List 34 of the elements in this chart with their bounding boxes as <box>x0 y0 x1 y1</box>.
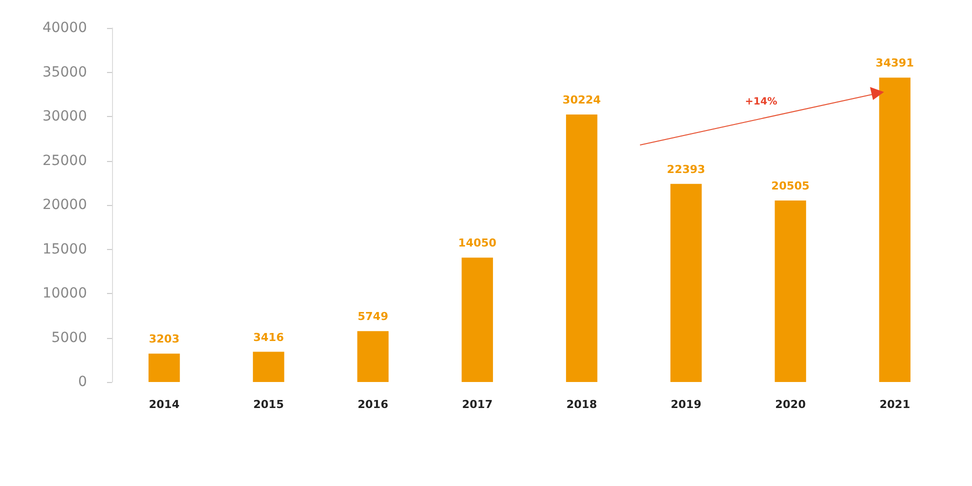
x-tick-label: 2021 <box>880 398 910 411</box>
data-label: 14050 <box>458 236 497 250</box>
y-tick-label: 30000 <box>42 108 87 124</box>
y-tick-label: 25000 <box>42 152 87 169</box>
y-tick-label: 35000 <box>42 64 87 80</box>
bar <box>252 352 284 382</box>
x-tick-label: 2017 <box>462 398 493 411</box>
y-tick-label: 20000 <box>42 197 87 213</box>
x-tick-label: 2018 <box>566 398 597 411</box>
x-tick-label: 2014 <box>148 398 180 411</box>
bar <box>774 200 806 382</box>
x-tick-label: 2020 <box>775 398 806 411</box>
data-label: 20505 <box>771 180 810 193</box>
y-tick-label: 15000 <box>42 241 87 258</box>
x-tick-label: 2015 <box>253 398 284 411</box>
data-label: 30224 <box>562 94 602 107</box>
x-tick-label: 2019 <box>670 398 702 411</box>
bar <box>148 354 180 382</box>
annotation: +14% <box>745 96 778 108</box>
y-tick-label: 5000 <box>51 330 87 346</box>
data-label: 22393 <box>666 162 706 176</box>
bar <box>566 114 598 382</box>
data-label: 5749 <box>358 310 388 324</box>
data-label: 3203 <box>148 332 180 346</box>
data-label: 34391 <box>876 56 914 70</box>
y-tick-label: 40000 <box>42 20 87 36</box>
data-label: 3416 <box>253 330 284 344</box>
y-tick-label: 0 <box>78 374 87 390</box>
x-tick-label: 2016 <box>358 398 389 411</box>
bar <box>670 184 702 382</box>
y-tick-label: 10000 <box>42 286 87 302</box>
bar <box>357 331 389 382</box>
bar <box>879 78 910 382</box>
bar <box>462 258 493 382</box>
